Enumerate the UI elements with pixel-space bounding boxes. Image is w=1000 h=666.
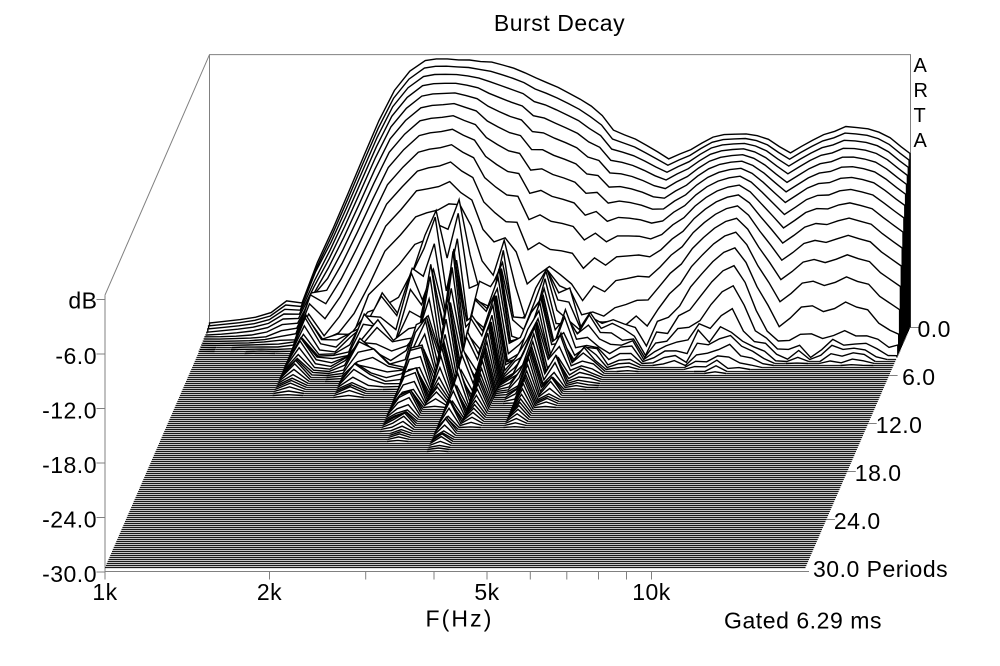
svg-text:Gated 6.29 ms: Gated 6.29 ms	[724, 608, 882, 634]
svg-text:2k: 2k	[257, 579, 282, 605]
svg-text:A: A	[914, 130, 928, 152]
svg-text:5k: 5k	[474, 579, 499, 605]
svg-text:A: A	[914, 55, 928, 77]
svg-text:1k: 1k	[92, 579, 117, 605]
svg-text:-24.0: -24.0	[42, 507, 97, 533]
svg-text:10k: 10k	[632, 579, 671, 605]
svg-text:12.0: 12.0	[876, 412, 923, 438]
svg-text:R: R	[914, 80, 928, 102]
svg-text:dB: dB	[68, 288, 97, 314]
svg-text:-12.0: -12.0	[42, 398, 97, 424]
svg-text:18.0: 18.0	[855, 460, 902, 486]
svg-text:30.0 Periods: 30.0 Periods	[813, 556, 948, 582]
svg-text:24.0: 24.0	[834, 508, 881, 534]
svg-text:Burst Decay: Burst Decay	[494, 10, 625, 36]
svg-text:-18.0: -18.0	[42, 452, 97, 478]
svg-text:0.0: 0.0	[918, 316, 951, 342]
svg-text:6.0: 6.0	[902, 364, 935, 390]
svg-text:T: T	[914, 105, 926, 127]
svg-text:-6.0: -6.0	[55, 343, 97, 369]
svg-text:F(Hz): F(Hz)	[426, 606, 494, 632]
svg-text:-30.0: -30.0	[42, 561, 97, 587]
